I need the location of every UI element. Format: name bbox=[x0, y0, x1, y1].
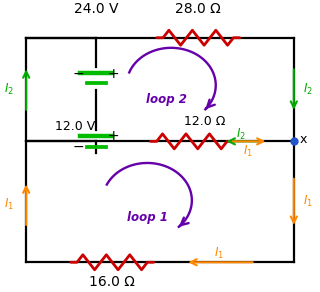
Text: $I_1$: $I_1$ bbox=[214, 246, 224, 261]
Text: $I_1$: $I_1$ bbox=[4, 197, 14, 212]
Text: +: + bbox=[108, 129, 120, 143]
Text: 28.0 Ω: 28.0 Ω bbox=[175, 2, 221, 16]
Text: $I_1$: $I_1$ bbox=[303, 194, 313, 209]
Text: $I_2$: $I_2$ bbox=[303, 82, 313, 97]
Text: −: − bbox=[73, 140, 84, 154]
Text: 12.0 Ω: 12.0 Ω bbox=[184, 115, 225, 128]
Text: x: x bbox=[300, 133, 307, 146]
Text: 16.0 Ω: 16.0 Ω bbox=[89, 275, 135, 289]
Text: −: − bbox=[73, 67, 84, 81]
Text: $I_1$: $I_1$ bbox=[243, 144, 252, 159]
Text: $I_2$: $I_2$ bbox=[4, 82, 14, 97]
Text: loop 2: loop 2 bbox=[146, 93, 187, 105]
Text: $I_2$: $I_2$ bbox=[236, 127, 246, 142]
Text: loop 1: loop 1 bbox=[127, 211, 168, 224]
Text: 12.0 V: 12.0 V bbox=[55, 121, 96, 133]
Text: 24.0 V: 24.0 V bbox=[74, 2, 118, 16]
Text: +: + bbox=[108, 67, 120, 81]
